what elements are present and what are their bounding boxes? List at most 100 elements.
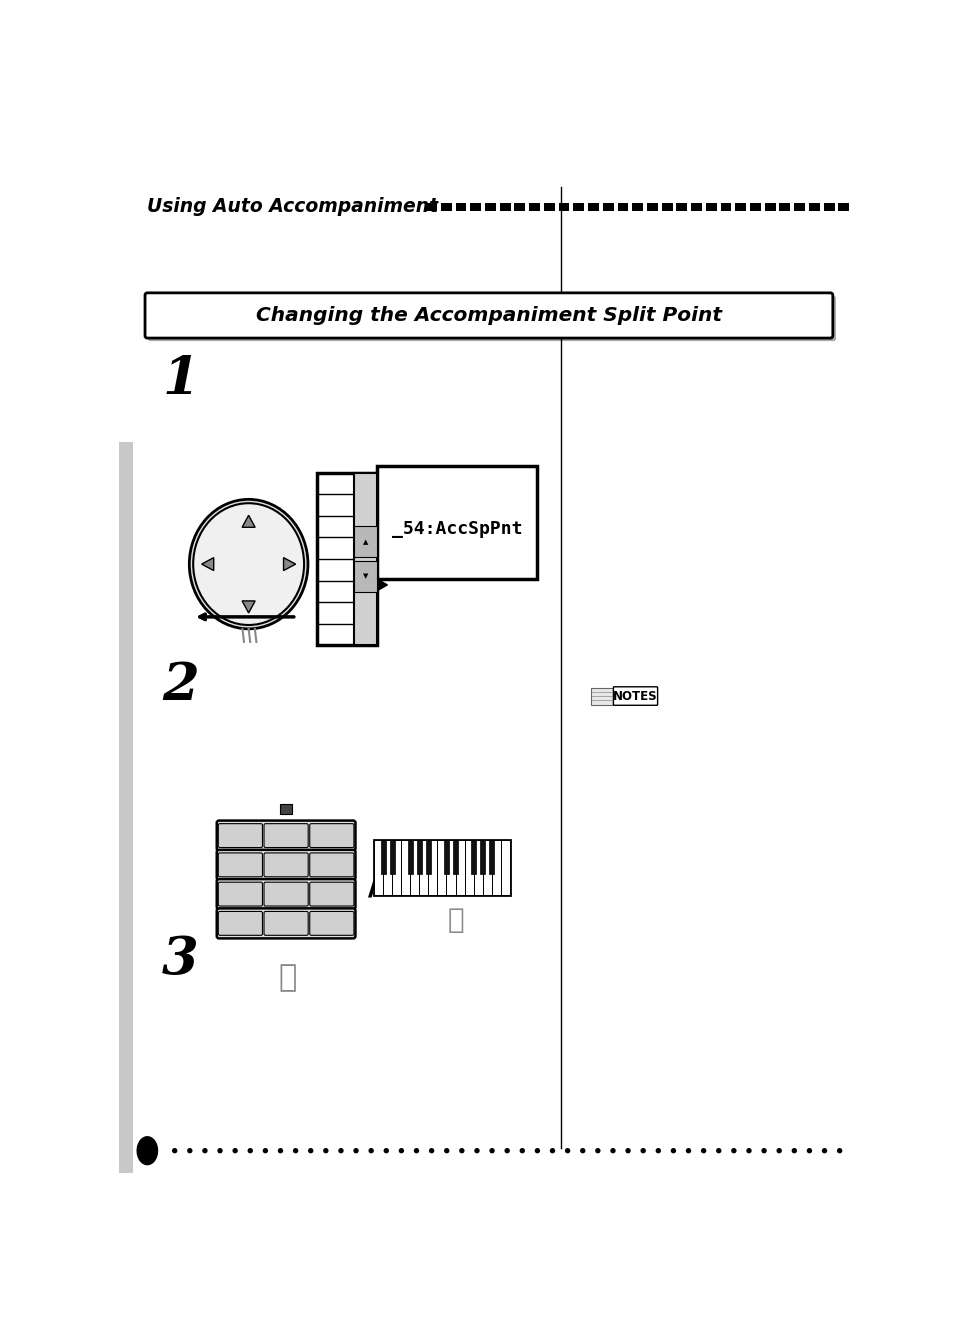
Circle shape [217, 1148, 222, 1153]
Bar [410, 840, 419, 895]
Text: 1: 1 [162, 355, 198, 405]
Bar [440, 203, 451, 211]
Bar [354, 526, 376, 558]
FancyBboxPatch shape [145, 293, 832, 339]
Text: 2: 2 [162, 660, 198, 712]
Bar [354, 473, 376, 646]
Text: Using Auto Accompaniment: Using Auto Accompaniment [147, 198, 438, 216]
Circle shape [776, 1148, 781, 1153]
Bar [646, 203, 658, 211]
FancyBboxPatch shape [216, 908, 355, 938]
Bar [491, 840, 500, 895]
Bar [383, 840, 392, 895]
Bar [590, 688, 612, 705]
Circle shape [716, 1148, 720, 1153]
Bar [443, 840, 449, 874]
Circle shape [262, 1148, 268, 1153]
FancyBboxPatch shape [264, 853, 308, 876]
Circle shape [323, 1148, 328, 1153]
Bar [455, 840, 464, 895]
Circle shape [670, 1148, 676, 1153]
Bar [720, 203, 731, 211]
Bar [464, 840, 473, 895]
Circle shape [247, 1148, 253, 1153]
Circle shape [293, 1148, 298, 1153]
Bar [428, 840, 437, 895]
Bar [389, 840, 395, 874]
Polygon shape [242, 601, 254, 613]
Text: ▲: ▲ [362, 539, 368, 544]
FancyBboxPatch shape [218, 882, 262, 905]
Bar [499, 203, 510, 211]
Bar [749, 203, 760, 211]
FancyBboxPatch shape [218, 912, 262, 936]
Circle shape [414, 1148, 418, 1153]
Bar [488, 840, 494, 874]
Circle shape [187, 1148, 193, 1153]
Circle shape [353, 1148, 358, 1153]
Bar [470, 203, 480, 211]
Bar [632, 203, 642, 211]
Bar [455, 203, 466, 211]
Circle shape [806, 1148, 811, 1153]
Bar [416, 840, 421, 874]
Circle shape [233, 1148, 237, 1153]
Bar [661, 203, 672, 211]
FancyBboxPatch shape [218, 824, 262, 847]
FancyBboxPatch shape [310, 912, 354, 936]
Circle shape [655, 1148, 660, 1153]
Polygon shape [242, 515, 254, 527]
Bar [317, 473, 376, 646]
Bar [471, 840, 476, 874]
Bar [484, 203, 496, 211]
Bar [500, 840, 509, 895]
Circle shape [202, 1148, 208, 1153]
Bar [425, 840, 431, 874]
Bar [822, 203, 834, 211]
Polygon shape [201, 558, 213, 571]
Bar [514, 203, 525, 211]
Text: _54:AccSpPnt: _54:AccSpPnt [391, 519, 521, 538]
Bar [617, 203, 628, 211]
Bar [374, 840, 383, 895]
Polygon shape [283, 558, 295, 571]
Circle shape [458, 1148, 464, 1153]
Bar [543, 203, 554, 211]
Bar [119, 443, 133, 1173]
Text: 3: 3 [162, 934, 198, 986]
Circle shape [308, 1148, 314, 1153]
Circle shape [549, 1148, 555, 1153]
Circle shape [595, 1148, 600, 1153]
Bar [419, 840, 428, 895]
Bar [838, 203, 848, 211]
Circle shape [821, 1148, 826, 1153]
Circle shape [277, 1148, 283, 1153]
Circle shape [338, 1148, 343, 1153]
Text: NOTES: NOTES [612, 689, 657, 702]
Circle shape [639, 1148, 645, 1153]
Circle shape [836, 1148, 841, 1153]
FancyBboxPatch shape [216, 821, 355, 850]
Bar [380, 840, 386, 874]
FancyBboxPatch shape [264, 912, 308, 936]
Circle shape [700, 1148, 705, 1153]
FancyBboxPatch shape [310, 853, 354, 876]
Circle shape [474, 1148, 479, 1153]
Bar [392, 840, 401, 895]
FancyBboxPatch shape [216, 879, 355, 909]
Bar [558, 203, 569, 211]
Circle shape [610, 1148, 615, 1153]
Circle shape [730, 1148, 736, 1153]
FancyBboxPatch shape [148, 297, 835, 341]
Circle shape [429, 1148, 434, 1153]
Bar [690, 203, 701, 211]
Circle shape [398, 1148, 404, 1153]
FancyBboxPatch shape [613, 687, 657, 705]
Bar [453, 840, 457, 874]
Circle shape [745, 1148, 751, 1153]
Ellipse shape [193, 503, 304, 625]
FancyBboxPatch shape [310, 882, 354, 905]
Text: ▼: ▼ [362, 573, 368, 579]
Bar [401, 840, 410, 895]
Text: ✋: ✋ [278, 963, 296, 992]
